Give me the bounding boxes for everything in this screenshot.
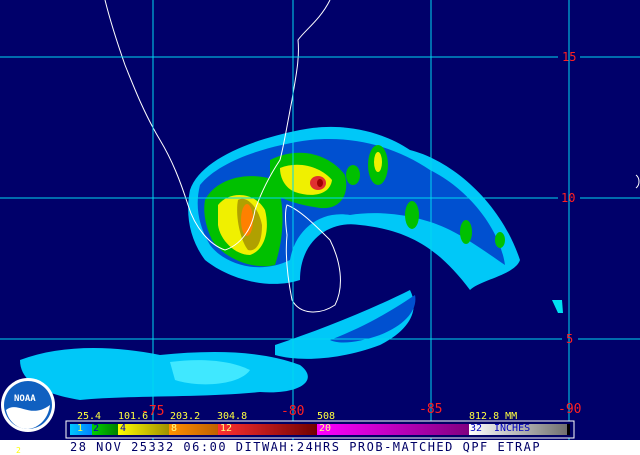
rain-speck [552, 300, 563, 313]
rain-south-arc [275, 290, 414, 359]
mm-label: 101.6 [118, 411, 149, 422]
lat-lon-grid [0, 0, 640, 440]
inch-label: 32 [470, 423, 483, 434]
lat-label-10: 10 [561, 191, 576, 205]
rain-green-band [460, 220, 472, 244]
rain-green-band [495, 232, 505, 248]
coastline [104, 0, 640, 313]
rain-core [317, 179, 323, 187]
lon-label-90: -90 [558, 402, 582, 417]
rain-green-band [346, 165, 360, 185]
rain-south-arc-core [330, 295, 416, 343]
scale-segment-20 [317, 424, 469, 435]
inch-label: 2 [93, 423, 100, 434]
mm-label: 203.2 [170, 411, 201, 422]
scale-segment-4 [118, 424, 169, 435]
lon-label-75: -75 [141, 404, 165, 419]
product-title-bar: 28 NOV 25332 06:00 DITWAH:24HRS PROB-MAT… [0, 440, 640, 455]
product-title: 28 NOV 25332 06:00 DITWAH:24HRS PROB-MAT… [70, 440, 542, 454]
mm-label: 304.8 [217, 411, 248, 422]
scale-segment-12 [218, 424, 317, 435]
scale-segment-8 [169, 424, 218, 435]
mm-label: 812.8 MM [469, 411, 518, 422]
inch-label: 8 [171, 423, 178, 434]
corner-mark: 2 [16, 446, 21, 455]
rain-orange-left [241, 204, 253, 236]
scale-segment-1 [70, 424, 92, 435]
rain-yellow-band [374, 152, 382, 172]
mm-label: 508 [317, 411, 336, 422]
lat-label-15: 15 [562, 50, 577, 64]
lon-label-85: -85 [419, 402, 443, 417]
scale-segment-2 [92, 424, 118, 435]
rainfall-field [20, 126, 563, 400]
mm-label: 25.4 [77, 411, 102, 422]
rain-southwest [20, 348, 308, 400]
scale-segment-32 [469, 424, 567, 435]
noaa-logo-text: NOAA [14, 394, 36, 404]
lon-label-80: -80 [281, 404, 305, 419]
units-label: INCHES [494, 423, 531, 434]
inch-label: 20 [319, 423, 332, 434]
noaa-logo [1, 378, 55, 432]
inch-label: 1 [77, 423, 84, 434]
rain-southwest-core [170, 360, 250, 385]
rain-green-band [405, 201, 419, 229]
inch-label: 12 [220, 423, 233, 434]
color-scale-bar [65, 420, 575, 439]
lat-label-5: 5 [566, 332, 574, 346]
inch-label: 4 [120, 423, 127, 434]
